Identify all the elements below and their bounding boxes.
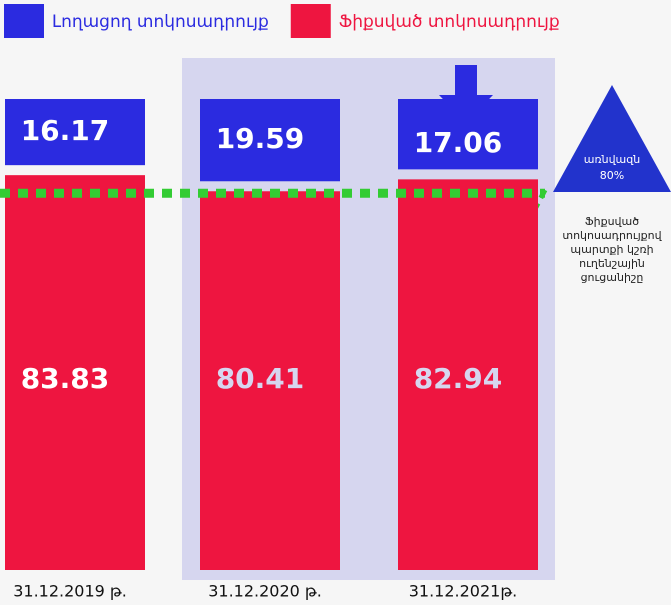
x-tick-label: 31.12.2019 թ. <box>13 582 127 601</box>
legend-label: Լողացող տոկոսադրույք <box>52 12 269 32</box>
legend-label: Ֆիքսված տոկոսադրույք <box>339 12 560 32</box>
threshold-note: պարտքի կշռի <box>570 243 653 256</box>
legend-swatch <box>4 4 44 38</box>
threshold-label: 80% <box>600 169 624 182</box>
bar-segment <box>200 191 340 570</box>
bar-value-label: 19.59 <box>216 122 305 155</box>
threshold-title: առնվազն <box>584 153 640 166</box>
threshold-note: ուղենշային <box>579 257 645 270</box>
legend-swatch <box>290 4 331 38</box>
threshold-note: ցուցանիշը <box>581 271 644 284</box>
bar-segment <box>200 99 340 182</box>
bar-value-label: 80.41 <box>216 362 305 395</box>
x-tick-label: 31.12.2021թ. <box>409 582 518 601</box>
x-tick-label: 31.12.2020 թ. <box>208 582 322 601</box>
threshold-triangle <box>553 85 671 192</box>
bar-segment <box>398 99 538 170</box>
threshold-note: Ֆիքսված <box>585 215 639 228</box>
bar-value-label: 82.94 <box>414 362 503 395</box>
bar-value-label: 16.17 <box>21 114 110 147</box>
bar-value-label: 17.06 <box>414 126 503 159</box>
bar-segment <box>5 99 145 166</box>
threshold-note: տոկոսադրույքով <box>562 229 662 242</box>
bar-segment <box>5 175 145 570</box>
bar-segment <box>398 179 538 570</box>
bar-value-label: 83.83 <box>21 362 110 395</box>
